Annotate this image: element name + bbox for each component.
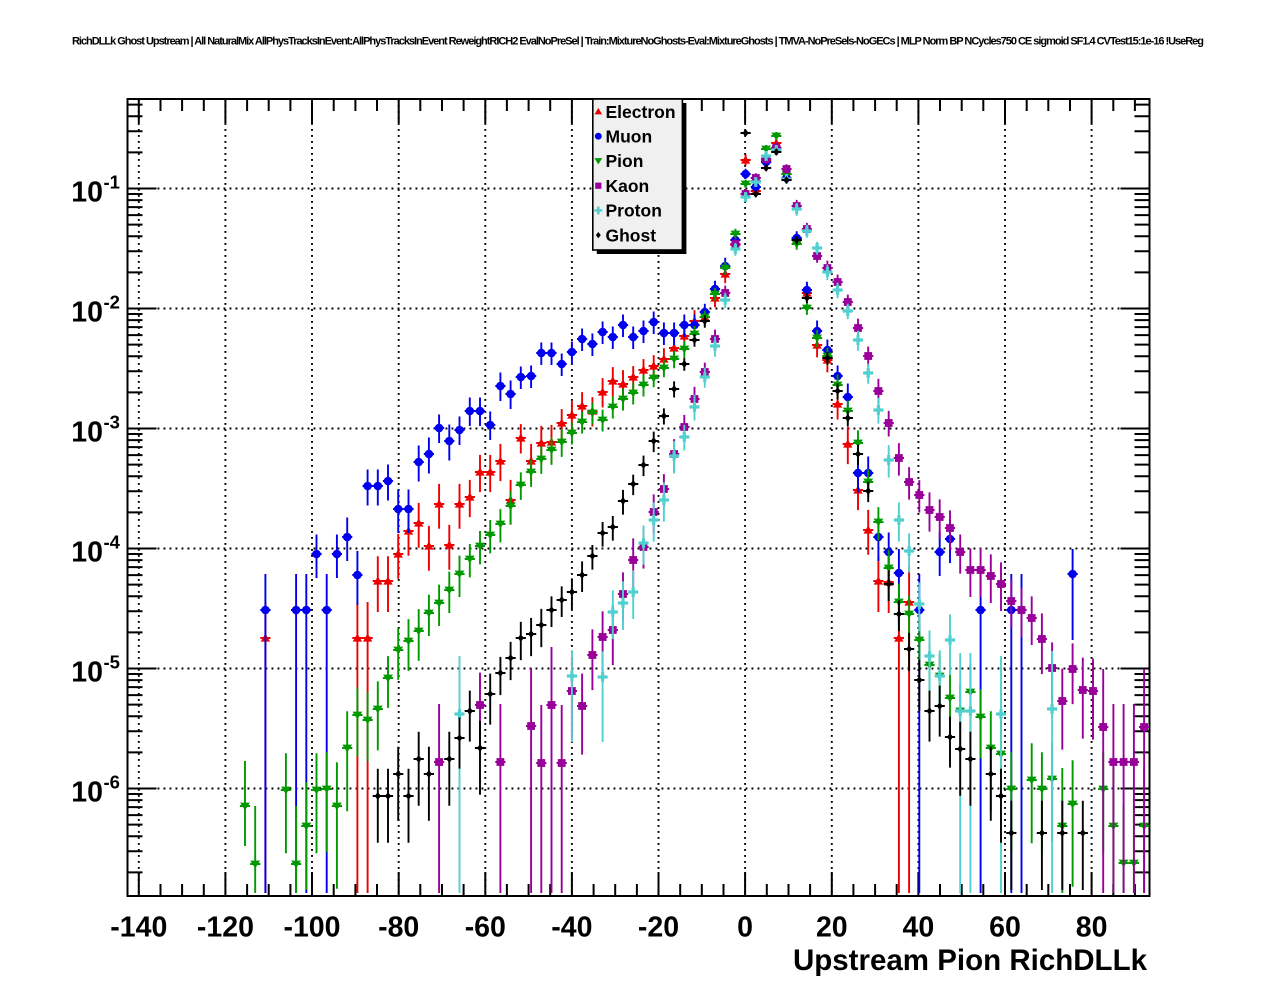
svg-text:10: 10 (71, 777, 103, 809)
svg-text:-60: -60 (465, 911, 506, 943)
svg-text:-6: -6 (104, 772, 120, 793)
svg-text:-20: -20 (638, 911, 679, 943)
svg-text:-1: -1 (104, 172, 120, 193)
svg-text:60: 60 (989, 911, 1021, 943)
svg-text:40: 40 (903, 911, 935, 943)
svg-text:-4: -4 (104, 532, 121, 553)
svg-text:Ghost: Ghost (606, 225, 657, 245)
svg-text:-80: -80 (378, 911, 419, 943)
svg-text:10: 10 (71, 657, 103, 689)
svg-text:-100: -100 (283, 911, 340, 943)
svg-text:0: 0 (737, 911, 753, 943)
svg-text:10: 10 (71, 417, 103, 449)
svg-text:Proton: Proton (606, 201, 662, 221)
svg-text:Kaon: Kaon (606, 176, 650, 196)
svg-text:-3: -3 (104, 412, 120, 433)
svg-text:Pion: Pion (606, 151, 644, 171)
svg-text:10: 10 (71, 177, 103, 209)
svg-text:Electron: Electron (606, 102, 676, 122)
svg-text:Muon: Muon (606, 127, 653, 147)
svg-text:10: 10 (71, 297, 103, 329)
svg-text:20: 20 (816, 911, 848, 943)
svg-text:-140: -140 (110, 911, 167, 943)
svg-text:-2: -2 (104, 292, 120, 313)
svg-text:-40: -40 (551, 911, 592, 943)
svg-text:RichDLLk Ghost Upstream | All: RichDLLk Ghost Upstream | All NaturalMix… (72, 36, 1204, 48)
svg-text:-5: -5 (104, 652, 120, 673)
svg-text:10: 10 (71, 537, 103, 569)
svg-text:-120: -120 (197, 911, 254, 943)
svg-text:Upstream Pion RichDLLk: Upstream Pion RichDLLk (793, 944, 1148, 977)
svg-text:80: 80 (1076, 911, 1108, 943)
